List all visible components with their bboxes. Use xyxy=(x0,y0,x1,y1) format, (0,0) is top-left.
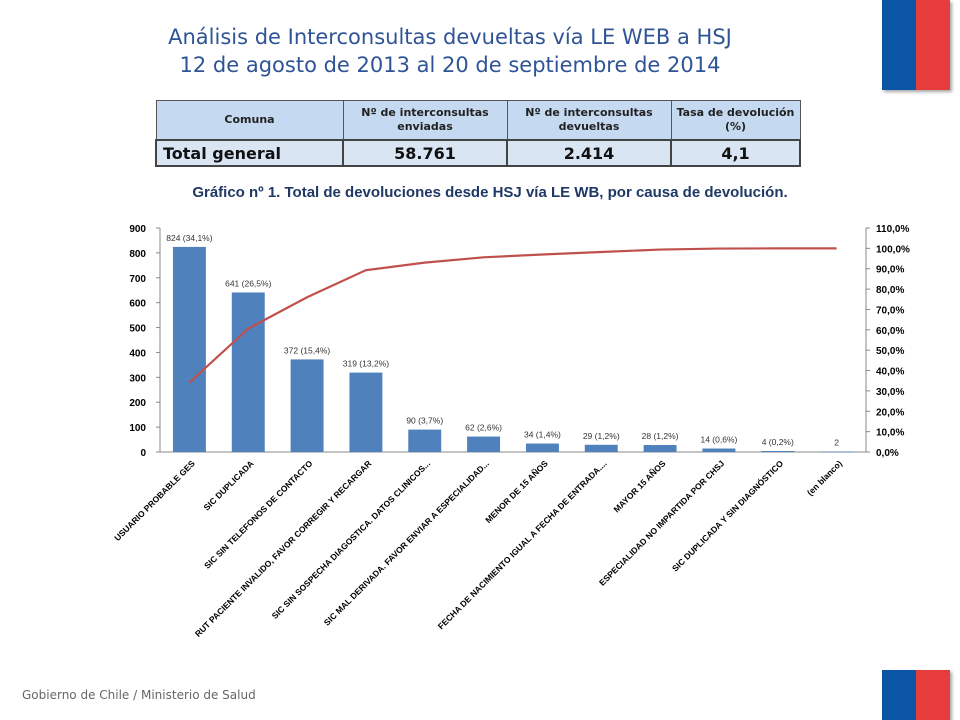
y2-tick-label: 60,0% xyxy=(876,326,904,337)
header-returned: Nº de interconsultas devueltas xyxy=(506,100,672,141)
footer-text: Gobierno de Chile / Ministerio de Salud xyxy=(22,688,256,702)
y2-tick-label: 20,0% xyxy=(876,407,904,418)
y-tick-label: 400 xyxy=(129,348,146,359)
x-category-label: USUARIO PROBABLE GES xyxy=(112,458,197,543)
bar-data-label: 14 (0,6%) xyxy=(700,435,737,445)
total-returned: 2.414 xyxy=(506,139,672,167)
x-category-label: (en blanco) xyxy=(805,458,844,497)
header-rate: Tasa de devolución (%) xyxy=(670,100,801,141)
x-category-label: SIC SIN TELEFONOS DE CONTACTO xyxy=(202,458,315,571)
bar-data-label: 34 (1,4%) xyxy=(524,430,561,440)
summary-total-row: Total general 58.761 2.414 4,1 xyxy=(155,139,801,167)
total-rate: 4,1 xyxy=(670,139,801,167)
x-category-label: SIC DUPLICADA xyxy=(202,458,256,512)
total-label: Total general xyxy=(155,139,344,167)
page-title: Análisis de Interconsultas devueltas vía… xyxy=(168,25,732,49)
y2-tick-label: 50,0% xyxy=(876,346,904,357)
bar-data-label: 62 (2,6%) xyxy=(465,423,502,433)
chile-flag-logo-bottom xyxy=(882,670,950,720)
bar xyxy=(643,445,677,452)
flag-blue-stripe xyxy=(882,0,916,90)
y2-tick-label: 40,0% xyxy=(876,367,904,378)
bar xyxy=(231,292,265,452)
bar xyxy=(467,436,501,452)
y-tick-label: 900 xyxy=(129,224,146,235)
page-subtitle: 12 de agosto de 2013 al 20 de septiembre… xyxy=(179,53,721,77)
summary-header-row: Comuna Nº de interconsultas enviadas Nº … xyxy=(155,100,801,141)
y2-tick-label: 0,0% xyxy=(876,448,899,459)
y-tick-label: 200 xyxy=(129,398,146,409)
bar xyxy=(584,444,618,452)
bar-data-label: 29 (1,2%) xyxy=(583,431,620,441)
bar-data-label: 90 (3,7%) xyxy=(406,416,443,426)
bar xyxy=(820,451,854,453)
bar-data-label: 2 xyxy=(834,438,839,448)
bar xyxy=(761,451,795,452)
y2-tick-label: 90,0% xyxy=(876,265,904,276)
bar-data-label: 4 (0,2%) xyxy=(762,437,794,447)
flag-red-stripe xyxy=(916,670,950,720)
y-tick-label: 500 xyxy=(129,324,146,335)
summary-table: Comuna Nº de interconsultas enviadas Nº … xyxy=(155,100,801,167)
bar-data-label: 372 (15,4%) xyxy=(284,345,330,355)
y2-tick-label: 100,0% xyxy=(876,244,910,255)
y-tick-label: 100 xyxy=(129,423,146,434)
bar xyxy=(408,429,442,452)
y2-tick-label: 80,0% xyxy=(876,285,904,296)
total-sent: 58.761 xyxy=(342,139,508,167)
y-tick-label: 300 xyxy=(129,373,146,384)
y2-tick-label: 110,0% xyxy=(876,224,909,235)
cumulative-percent-line xyxy=(188,247,837,384)
y-tick-label: 0 xyxy=(140,448,146,459)
y-tick-label: 700 xyxy=(129,274,146,285)
y2-tick-label: 30,0% xyxy=(876,387,904,398)
bar xyxy=(702,448,736,452)
bar-data-label: 824 (34,1%) xyxy=(166,233,212,243)
x-category-label: MAYOR 15 AÑOS xyxy=(611,458,667,514)
header-comuna: Comuna xyxy=(155,100,344,141)
flag-red-stripe xyxy=(916,0,950,90)
bar-data-label: 641 (26,5%) xyxy=(225,278,271,288)
y2-tick-label: 70,0% xyxy=(876,305,904,316)
bar xyxy=(349,372,383,452)
flag-blue-stripe xyxy=(882,670,916,720)
y-tick-label: 800 xyxy=(129,249,146,260)
y-tick-label: 600 xyxy=(129,299,146,310)
bar-data-label: 319 (13,2%) xyxy=(343,359,389,369)
chart-caption: Gráfico nº 1. Total de devoluciones desd… xyxy=(192,184,788,201)
bar xyxy=(290,359,324,452)
bar xyxy=(172,246,206,452)
chile-flag-logo-top xyxy=(882,0,950,90)
y2-tick-label: 10,0% xyxy=(876,428,904,439)
x-category-label: MENOR DE 15 AÑOS xyxy=(483,458,550,525)
x-category-label: SIC DUPLICADA Y SIN DIAGNÓSTICO xyxy=(669,457,785,573)
x-category-label: ESPECIALIDAD NO IMPARTIDA POR CHSJ xyxy=(597,458,726,587)
bar-data-label: 28 (1,2%) xyxy=(642,431,679,441)
bar xyxy=(525,443,559,452)
header-sent: Nº de interconsultas enviadas xyxy=(342,100,508,141)
